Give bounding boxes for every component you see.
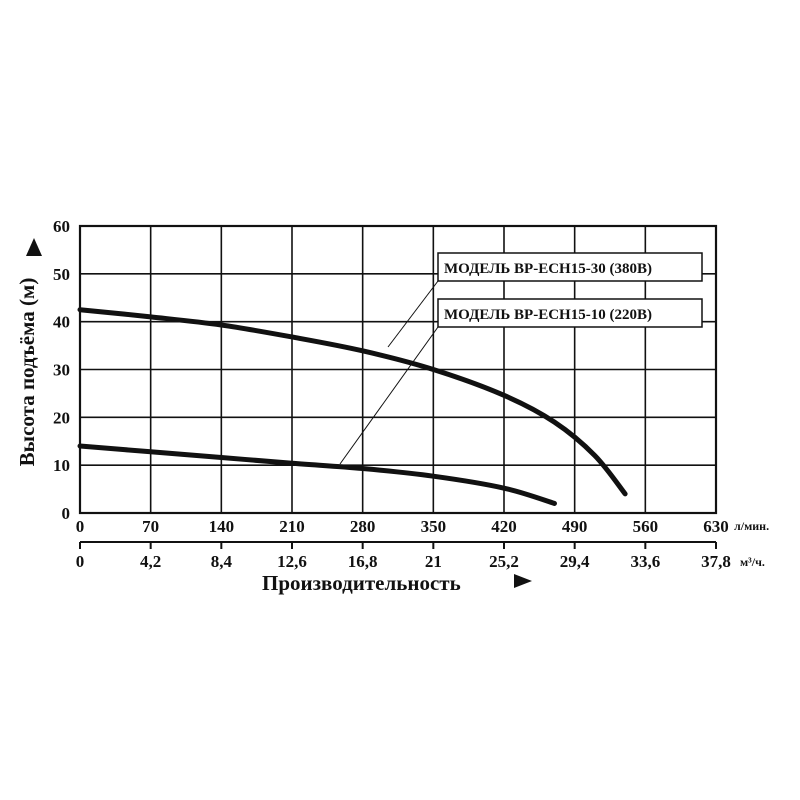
x-tick-label: 420 xyxy=(491,517,517,536)
legend-box xyxy=(437,298,703,328)
secondary-x-tick-label: 21 xyxy=(425,552,442,571)
x-tick-label: 490 xyxy=(562,517,588,536)
series-line-2 xyxy=(77,443,557,506)
y-tick-label: 50 xyxy=(53,265,70,284)
x-axis-title: Производительность xyxy=(262,571,461,595)
legend: МОДЕЛЬ BP-ECH15-30 (380B) МОДЕЛЬ BP-ECH15… xyxy=(339,252,703,465)
y-tick-label: 40 xyxy=(53,313,70,332)
plot-frame xyxy=(78,224,718,515)
secondary-x-tick-label: 4,2 xyxy=(140,552,161,571)
x-tick-label: 140 xyxy=(209,517,235,536)
y-axis-arrow-icon xyxy=(26,238,42,256)
y-axis-title: Высота подъёма (м) xyxy=(15,278,39,467)
y-tick-label: 10 xyxy=(53,456,70,475)
performance-curves xyxy=(77,307,628,506)
x-tick-label: 0 xyxy=(76,517,85,536)
secondary-x-tick-label: 25,2 xyxy=(489,552,519,571)
x-tick-label: 210 xyxy=(279,517,305,536)
series-line-1 xyxy=(77,307,628,497)
secondary-x-tick-label: 29,4 xyxy=(560,552,590,571)
y-tick-label: 30 xyxy=(53,361,70,380)
legend-leader-line xyxy=(387,280,439,348)
x-tick-label: 350 xyxy=(421,517,447,536)
y-tick-label: 0 xyxy=(62,504,71,523)
secondary-x-tick-label: 12,6 xyxy=(277,552,307,571)
secondary-x-tick-label: 37,8 xyxy=(701,552,731,571)
legend-label: МОДЕЛЬ BP-ECH15-30 (380B) xyxy=(444,261,652,277)
legend-box xyxy=(437,252,703,282)
y-tick-label: 60 xyxy=(53,217,70,236)
x-tick-label: 280 xyxy=(350,517,376,536)
legend-label: МОДЕЛЬ BP-ECH15-10 (220B) xyxy=(444,307,652,323)
secondary-x-tick-label: 33,6 xyxy=(630,552,660,571)
x-axis-arrow-icon xyxy=(514,574,532,588)
y-tick-label: 20 xyxy=(53,408,70,427)
x-unit-label: л/мин. xyxy=(734,519,769,533)
secondary-x-tick-label: 0 xyxy=(76,552,85,571)
x-tick-label: 560 xyxy=(633,517,659,536)
x-tick-label: 70 xyxy=(142,517,159,536)
x2-unit-label: м³/ч. xyxy=(740,555,765,569)
secondary-x-tick-label: 16,8 xyxy=(348,552,378,571)
secondary-x-tick-label: 8,4 xyxy=(211,552,233,571)
grid xyxy=(78,224,718,515)
x-tick-label: 630 xyxy=(703,517,729,536)
legend-leader-line xyxy=(339,326,439,465)
